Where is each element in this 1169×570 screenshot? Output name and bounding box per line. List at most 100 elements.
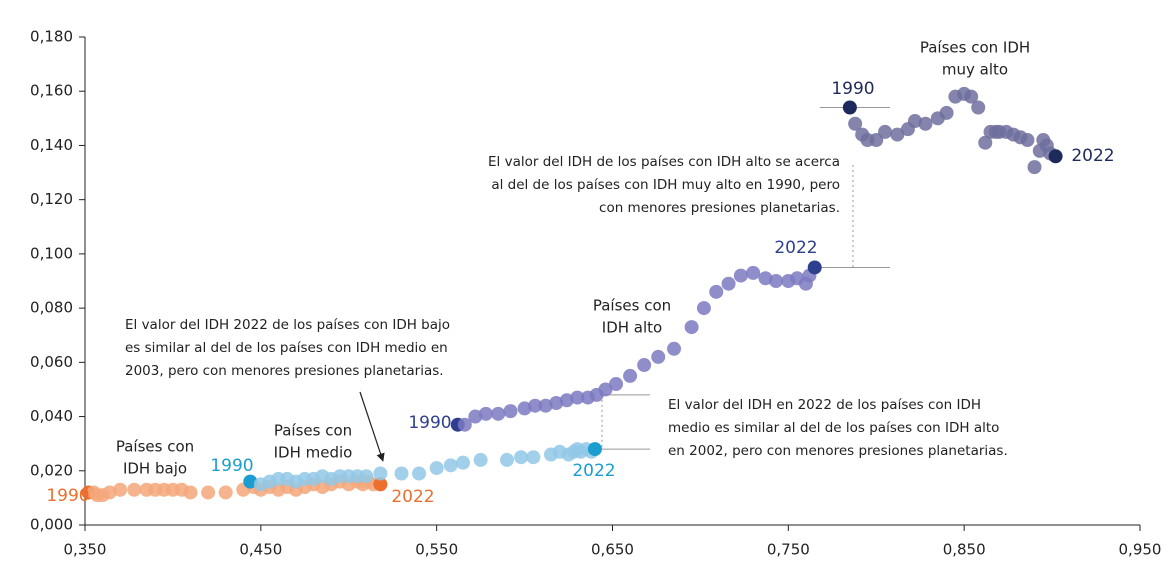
point [684, 320, 699, 335]
year-label: 2022 [1071, 146, 1114, 166]
point [918, 116, 933, 131]
point [526, 450, 541, 465]
point [373, 466, 388, 481]
point [457, 417, 472, 432]
annotation: El valor del IDH en 2022 de los países c… [668, 397, 981, 413]
annotation: en 2002, pero con menores presiones plan… [668, 443, 1008, 459]
point [758, 271, 773, 286]
point [503, 404, 518, 419]
x-tick-label: 0,550 [415, 541, 458, 559]
point [848, 116, 863, 131]
point [491, 406, 506, 421]
point [939, 105, 954, 120]
year-label: 1990 [210, 456, 253, 476]
point [394, 466, 409, 481]
point [878, 124, 893, 139]
point [549, 396, 564, 410]
point [890, 127, 905, 142]
series-label: Países con IDH [920, 39, 1030, 57]
point [842, 100, 857, 115]
point [733, 268, 748, 283]
x-tick-label: 0,650 [591, 541, 634, 559]
point [127, 482, 142, 497]
point [1027, 160, 1042, 175]
year-label: 2022 [391, 487, 434, 507]
annotation: al del de los países con IDH muy alto en… [491, 177, 840, 193]
point [964, 89, 979, 104]
y-tick-label: 0,160 [30, 82, 73, 100]
point [443, 458, 458, 473]
point [113, 482, 128, 497]
point [978, 135, 993, 150]
annotation: El valor del IDH de los países con IDH a… [488, 154, 840, 170]
y-tick-label: 0,100 [30, 244, 73, 262]
point [651, 349, 666, 364]
point [456, 455, 471, 470]
point [243, 474, 258, 489]
point [514, 450, 529, 465]
point [500, 452, 514, 467]
x-tick-label: 0,450 [239, 541, 282, 559]
annotation: 2003, pero con menores presiones planeta… [125, 363, 444, 379]
x-tick-label: 0,950 [1119, 541, 1162, 559]
point [559, 393, 574, 408]
x-tick-label: 0,350 [64, 541, 107, 559]
point [412, 466, 427, 481]
y-tick-label: 0,060 [30, 353, 73, 371]
series-label: IDH medio [274, 444, 353, 462]
series-label: Países con [116, 438, 194, 456]
series-label: muy alto [942, 61, 1008, 79]
point [538, 398, 553, 413]
point [907, 114, 922, 129]
x-tick-label: 0,850 [943, 541, 986, 559]
point [971, 100, 986, 115]
annotation: El valor del IDH 2022 de los países con … [125, 317, 450, 333]
y-tick-label: 0,140 [30, 136, 73, 154]
year-label: 2022 [774, 238, 817, 258]
year-label: 2022 [572, 461, 615, 481]
point [373, 477, 388, 492]
series-label: IDH alto [602, 319, 662, 337]
annotation: medio es similar al del de los países co… [668, 420, 999, 436]
annotation: es similar al del de los países con IDH … [125, 340, 448, 356]
point [869, 133, 884, 148]
point [1020, 133, 1035, 148]
point [667, 341, 682, 356]
point [1048, 149, 1063, 164]
point [696, 301, 711, 316]
y-tick-label: 0,000 [30, 516, 73, 534]
point [359, 469, 374, 484]
point [473, 452, 488, 467]
year-label: 1990 [831, 79, 874, 99]
y-tick-label: 0,180 [30, 28, 73, 46]
point [598, 382, 613, 397]
y-tick-label: 0,120 [30, 190, 73, 208]
point [623, 368, 638, 383]
year-label: 1990 [408, 413, 451, 433]
y-tick-label: 0,040 [30, 407, 73, 425]
point [478, 406, 493, 421]
point [468, 409, 483, 424]
series-label: IDH bajo [123, 460, 187, 478]
point [746, 265, 761, 280]
point [528, 398, 543, 413]
point [102, 485, 117, 500]
point [637, 358, 652, 373]
series-label: Países con [274, 422, 352, 440]
point [769, 274, 784, 288]
point [709, 284, 724, 299]
year-label: 1990 [46, 486, 89, 506]
point [570, 390, 585, 405]
point [218, 485, 233, 500]
series-label: Países con [593, 297, 671, 315]
point [201, 485, 216, 500]
point [517, 401, 532, 416]
annotation: con menores presiones planetarias. [599, 200, 840, 216]
point [609, 377, 624, 392]
y-tick-label: 0,080 [30, 299, 73, 317]
point [807, 260, 822, 275]
point [429, 461, 444, 476]
point [587, 442, 602, 457]
arrow [359, 391, 385, 462]
